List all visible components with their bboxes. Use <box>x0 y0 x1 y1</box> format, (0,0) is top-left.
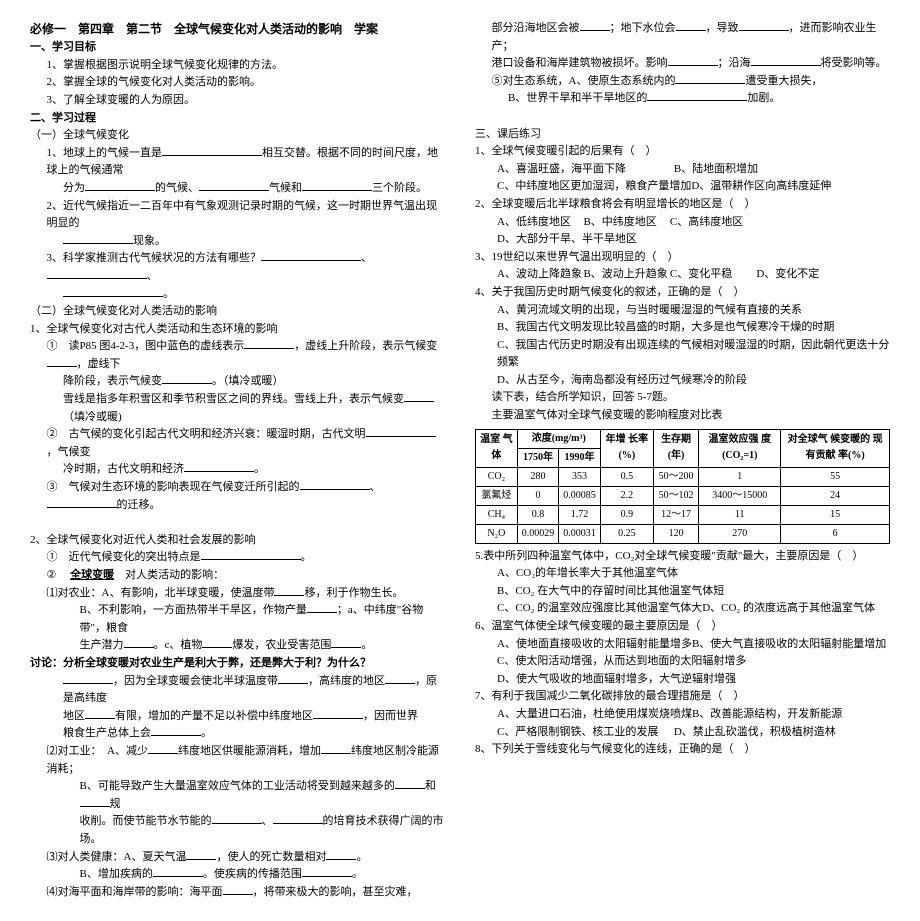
q6: 6、温室气体使全球气候变暖的最主要原因是（ ） <box>475 618 890 636</box>
eco-line2: B、世界干旱和半干旱地区的加剧。 <box>475 90 890 108</box>
q1-options2: C、中纬度地区更加湿润，粮食产量增加D、温带耕作区向高纬度延伸 <box>475 178 890 196</box>
p2-1-3: ③ 气候对生态环境的影响表现在气候变迁所引起的、的迁移。 <box>30 479 445 514</box>
agr-line2: B、不利影响，一方面热带半干旱区，作物产量；a、中纬度"谷物带"，粮食 <box>30 602 445 637</box>
sea-cont2: 产； <box>475 38 890 56</box>
table-row: N₂O0.000290.000310.251202706 <box>476 524 890 543</box>
agr-line: ⑴对农业：A、有影响，北半球变暖，使温度带移，利于作物生长。 <box>30 585 445 603</box>
p1-1: 1、地球上的气候一直是相互交替。根据不同的时间尺度，地球上的气候通常 <box>30 145 445 180</box>
q5-title: 主要温室气体对全球气候变暖的影响程度对比表 <box>475 407 890 425</box>
table-row: CH₄0.81.720.912～171115 <box>476 505 890 524</box>
section-homework: 三、课后练习 <box>475 126 890 144</box>
discuss-3: 粮食生产总体上会。 <box>30 725 445 743</box>
th-growth: 年增 长率 (%) <box>600 429 653 467</box>
greenhouse-table: 温室 气体 浓度(mg/m³) 年增 长率 (%) 生存期 (年) 温室效应强 … <box>475 429 890 544</box>
p2-1-2: ② 古气候的变化引起古代文明和经济兴衰：暖湿时期，古代文明，气候变 <box>30 426 445 461</box>
th-contrib: 对全球气 候变暖的 现有贡献 率(%) <box>781 429 890 467</box>
sea-cont: 部分沿海地区会被；地下水位会，导致，进而影响农业生 <box>475 20 890 38</box>
q4: 4、关于我国历史时期气候变化的叙述，正确的是（ ） <box>475 284 890 302</box>
obj-1: 1、掌握根据图示说明全球气候变化规律的方法。 <box>30 57 445 75</box>
right-column: 部分沿海地区会被；地下水位会，导致，进而影响农业生 产； 港口设备和海岸建筑物被… <box>475 20 890 901</box>
q4c: C、我国古代历史时期没有出现连续的气候相对暖湿湿的时期，因此朝代更迭十分频繁 <box>475 337 890 372</box>
p1-3b: 。 <box>30 286 445 304</box>
q2: 2、全球变暖后北半球粮食将会有明显增长的地区是（ ） <box>475 196 890 214</box>
table-row: 氯氟烃00.000852.250～1023400～1500024 <box>476 486 890 505</box>
q6c: C、使太阳活动增强，从而达到地面的太阳辐射增多 <box>475 653 890 671</box>
sea-cont3: 港口设备和海岸建筑物被损坏。影响；沿海将受影响等。 <box>475 55 890 73</box>
p1-2: 2、近代气候指近一二百年中有气象观测记录时期的气候，这一时期世界气温出现明显的 <box>30 198 445 233</box>
q3-options: A、波动上降趋象B、波动上升趋象C、变化平稳D、变化不定 <box>475 266 890 284</box>
industry-line3: 收削。而使节能节水节能的、的培育技术获得广阔的市场。 <box>30 813 445 848</box>
p2-1-1b: 降阶段，表示气候变。（填冷或暖） <box>30 373 445 391</box>
p3-2: ② 全球变暖 对人类活动的影响： <box>30 567 445 585</box>
p1-3: 3、科学家推测古代气候状况的方法有哪些？、、 <box>30 250 445 285</box>
health-line: ⑶对人类健康：A、夏天气温，使人的死亡数量相对。 <box>30 849 445 867</box>
section-objectives: 一、学习目标 <box>30 39 445 57</box>
q5-options2: C、CO₂ 的温室效应强度比其他温室气体大D、CO₂ 的浓度远高于其他温室气体 <box>475 600 890 618</box>
p2-1-1c: 雪线是指多年积雪区和季节积雪区之间的界线。雪线上升，表示气候变（填冷或暖) <box>30 391 445 426</box>
th-gas: 温室 气体 <box>476 429 518 467</box>
q3: 3、19世纪以来世界气温出现明显的（ ） <box>475 249 890 267</box>
q2-options: A、低纬度地区B、中纬度地区C、高纬度地区D、大部分干旱、半干旱地区 <box>475 214 890 249</box>
agr-line3: 生产潜力。c、植物爆发，农业受害范围。 <box>30 637 445 655</box>
q7-options: A、大量进口石油，杜绝使用煤炭烧喷煤B、改善能源结构，开发新能源 <box>475 706 890 724</box>
table-row: CO₂2803530.550～200155 <box>476 467 890 486</box>
q4d: D、从古至今，海南岛都没有经历过气候寒冷的阶段 <box>475 372 890 390</box>
discussion-head: 讨论：分析全球变暖对农业生产是利大于弊，还是弊大于利？为什么？ <box>30 655 445 673</box>
q5: 5.表中所列四种温室气体中，CO₂对全球气候变暖"贡献"最大，主要原因是（ ） <box>475 548 890 566</box>
obj-2: 2、掌握全球的气候变化对人类活动的影响。 <box>30 74 445 92</box>
industry-line2: B、可能导致产生大量温室效应气体的工业活动将受到越来越多的和规 <box>30 778 445 813</box>
q6d: D、使大气吸收的地面辐射增多，大气逆辐射增强 <box>475 671 890 689</box>
th-1990: 1990年 <box>559 448 601 467</box>
p2-1: 1、全球气候变化对古代人类活动和生态环境的影响 <box>30 321 445 339</box>
q1-options: A、喜温旺盛，海平面下降B、陆地面积增加 <box>475 161 890 179</box>
p3-1: ① 近代气候变化的突出特点是。 <box>30 549 445 567</box>
section-process: 二、学习过程 <box>30 110 445 128</box>
p2-1-2b: 冷时期，古代文明和经济。 <box>30 461 445 479</box>
th-life: 生存期 (年) <box>653 429 698 467</box>
q6-options: A、使地面直接吸收的太阳辐射能量增多B、使大气直接吸收的太阳辐射能量增加 <box>475 636 890 654</box>
q7: 7、有利于我国减少二氧化碳排放的最合理措施是（ ） <box>475 688 890 706</box>
q4a: A、黄河流域文明的出现，与当时暖暖湿湿的气候有直接的关系 <box>475 302 890 320</box>
q8: 8、下列关于雪线变化与气候变化的连线，正确的是（ ） <box>475 741 890 759</box>
q5-options: A、CO₂的年增长率大于其他温室气体B、CO₂ 在大气中的存留时间比其他温室气体… <box>475 565 890 600</box>
p2-1-1: ① 读P85 图4-2-3，图中蓝色的虚线表示，虚线上升阶段，表示气候变，虚线下 <box>30 338 445 373</box>
health-line2: B、增加疾病的。使疾病的传播范围。 <box>30 866 445 884</box>
p1-1b: 分为的气候、气候和三个阶段。 <box>30 180 445 198</box>
discuss-2: 地区有限，增加的产量不足以补偿中纬度地区，因而世界 <box>30 708 445 726</box>
part-2-head: （二）全球气候变化对人类活动的影响 <box>30 303 445 321</box>
obj-3: 3、了解全球变暖的人为原因。 <box>30 92 445 110</box>
q4b: B、我国古代文明发现比较昌盛的时期，大多是也气候寒冷干燥的时期 <box>475 319 890 337</box>
part-1-head: （一）全球气候变化 <box>30 127 445 145</box>
p3-head: 2、全球气候变化对近代人类和社会发展的影响 <box>30 532 445 550</box>
th-concentration: 浓度(mg/m³) <box>517 429 600 448</box>
q5-head: 读下表，结合所学知识，回答 5-7题。 <box>475 389 890 407</box>
left-column: 必修一 第四章 第二节 全球气候变化对人类活动的影响 学案 一、学习目标 1、掌… <box>30 20 445 901</box>
discuss-1: ，因为全球变暖会使北半球温度带，高纬度的地区，原是高纬度 <box>30 673 445 708</box>
th-1750: 1750年 <box>517 448 559 467</box>
q7-options2: C、严格限制钢铁、核工业的发展D、禁止乱砍滥伐，积极植树造林 <box>475 724 890 742</box>
q1: 1、全球气候变暖引起的后果有（ ） <box>475 143 890 161</box>
p1-2b: 现象。 <box>30 233 445 251</box>
page-title: 必修一 第四章 第二节 全球气候变化对人类活动的影响 学案 <box>30 20 445 39</box>
sea-line: ⑷对海平面和海岸带的影响：海平面，将带来极大的影响，甚至灾难， <box>30 884 445 902</box>
eco-line: ⑤对生态系统，A、使原生态系统内的遭受重大损失， <box>475 73 890 91</box>
th-strength: 温室效应强 度(CO₂=1) <box>699 429 781 467</box>
industry-line: ⑵对工业： A、减少纬度地区供暖能源消耗，增加纬度地区制冷能源消耗； <box>30 743 445 778</box>
